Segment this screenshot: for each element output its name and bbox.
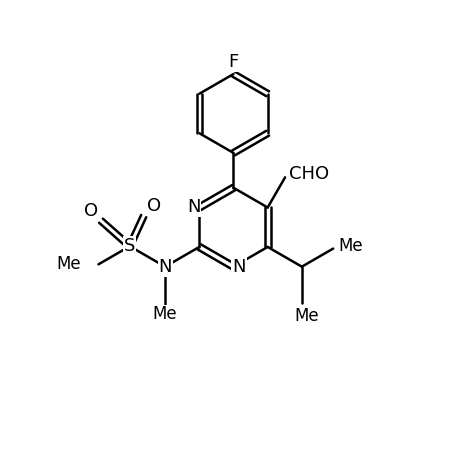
Text: Me: Me	[339, 237, 363, 255]
Text: O: O	[147, 197, 161, 215]
Text: N: N	[232, 258, 246, 276]
Text: CHO: CHO	[289, 165, 329, 183]
Text: O: O	[84, 201, 98, 219]
Text: F: F	[228, 53, 239, 71]
Text: N: N	[158, 258, 172, 276]
Text: S: S	[124, 237, 135, 255]
Text: N: N	[187, 199, 200, 217]
Text: Me: Me	[294, 307, 319, 325]
Text: Me: Me	[153, 306, 177, 324]
Text: Me: Me	[56, 255, 81, 273]
